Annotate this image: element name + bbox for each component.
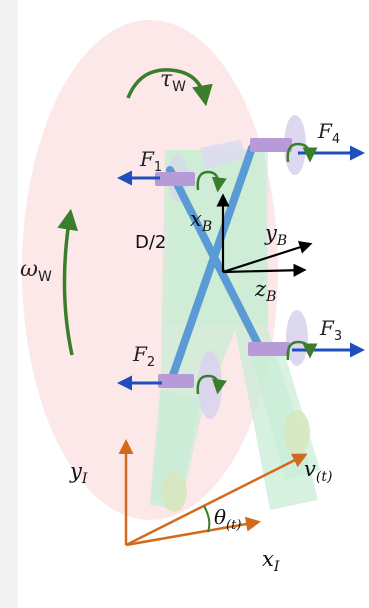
wheel-ghost-f2 [198,351,222,419]
label-f4: F4 [317,119,340,147]
motor-rotation-f4 [286,142,318,163]
body-leg-left [150,390,200,505]
axis-zb [222,263,307,277]
label-xb: xB [190,207,212,235]
wheel-ghost-rear-left [161,472,187,512]
motor-rotation-f3 [286,340,318,361]
motor-f2 [158,374,194,388]
velocity-vector [125,453,308,547]
axis-yb [222,240,313,274]
left-margin-strip [0,0,18,608]
axis-xi [125,516,261,547]
wheel-ghost-rear-right [284,410,310,454]
label-f2: F2 [132,342,155,370]
motor-rotation-f1 [196,170,227,193]
label-v: v(t) [304,457,332,485]
motor-f1 [155,172,195,186]
body-top-block [200,140,248,168]
label-tau: τW [160,67,186,95]
label-f1: F1 [139,147,162,175]
motor-f3 [248,342,290,356]
label-yi: yI [69,459,88,487]
label-omega: ωW [20,257,52,285]
cross-bar-2 [168,144,256,382]
label-f3: F3 [319,316,342,344]
theta-arc [203,505,211,533]
label-xi: xI [262,547,280,575]
motor-rotation-f2 [196,374,227,395]
tau-rotation-arrow [126,68,213,107]
label-theta: θ(t) [214,505,241,533]
wheel-ghost-f3 [286,310,308,366]
label-half-d: D/2 [135,232,166,253]
label-zb: zB [254,277,276,305]
omega-rotation-arrow [57,208,79,356]
label-yb: yB [264,221,287,249]
motor-f4 [250,138,292,152]
